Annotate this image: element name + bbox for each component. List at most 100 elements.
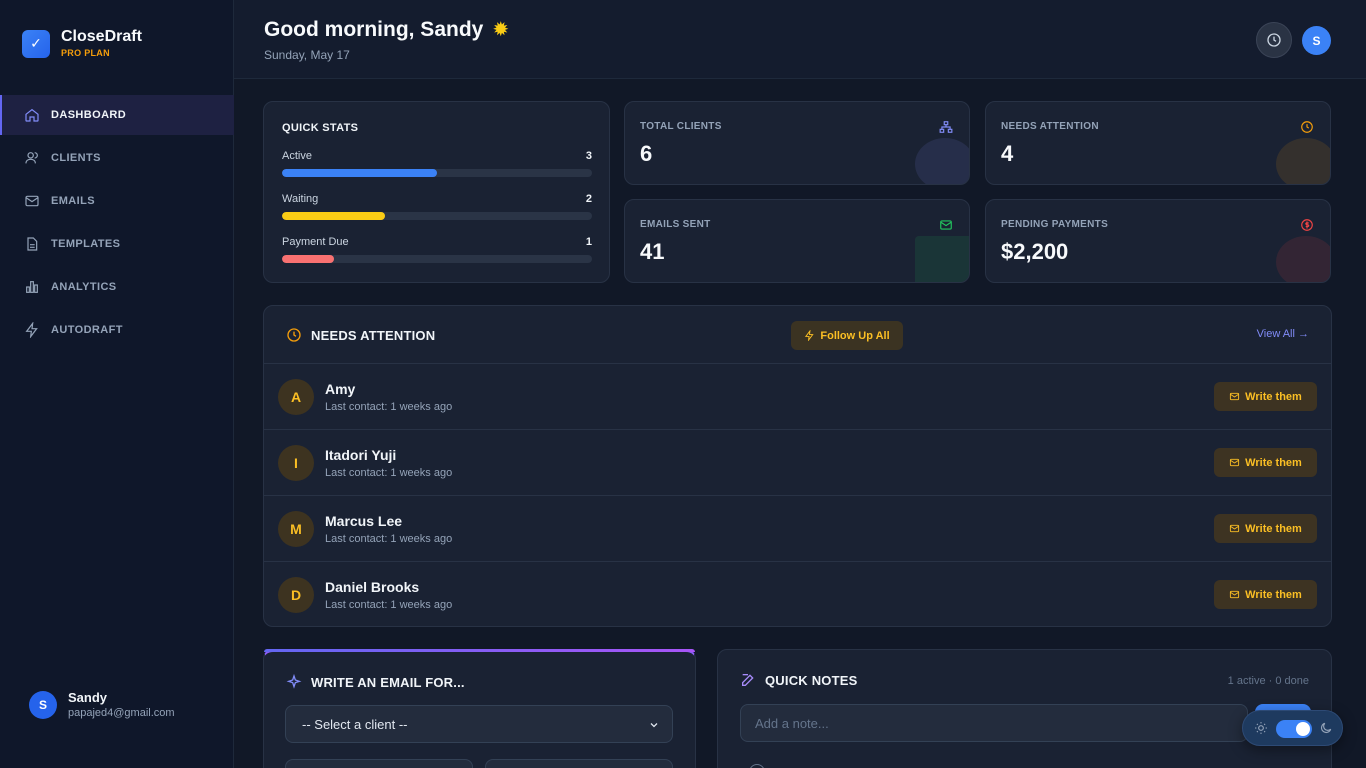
stat-label: NEEDS ATTENTION: [1001, 121, 1099, 132]
progress-bar: [282, 212, 592, 220]
stat-label: Waiting: [282, 193, 319, 205]
user-profile[interactable]: S Sandy papajed4@gmail.com: [29, 690, 175, 719]
needs-attention-card[interactable]: NEEDS ATTENTION 4: [985, 101, 1331, 185]
client-select[interactable]: -- Select a client --: [285, 705, 673, 743]
sidebar-item-templates[interactable]: TEMPLATES: [0, 224, 234, 264]
list-item[interactable]: A Amy Last contact: 1 weeks ago Write th…: [264, 364, 1331, 430]
note-checkbox[interactable]: [749, 764, 765, 768]
user-name: Sandy: [68, 690, 108, 705]
clock-icon: [1300, 120, 1314, 134]
mail-icon: [1230, 590, 1240, 599]
write-them-button[interactable]: Write them: [1214, 514, 1317, 543]
last-contact: Last contact: 1 weeks ago: [325, 401, 453, 413]
mail-icon: [1230, 458, 1240, 467]
panel-title-text: NEEDS ATTENTION: [311, 327, 436, 343]
sidebar-item-analytics[interactable]: ANALYTICS: [0, 267, 234, 307]
mail-icon: [1230, 392, 1240, 401]
stat-label: PENDING PAYMENTS: [1001, 219, 1109, 230]
stat-row-active: Active 3: [282, 150, 592, 177]
header: Good morning, Sandy ✹ Sunday, May 17 S: [234, 0, 1366, 79]
list-item[interactable]: M Marcus Lee Last contact: 1 weeks ago W…: [264, 496, 1331, 562]
sidebar-item-label: ANALYTICS: [51, 281, 117, 293]
decorative-shape: [915, 236, 969, 282]
notes-count: 1 active · 0 done: [1227, 675, 1309, 687]
sidebar-item-label: DASHBOARD: [51, 109, 127, 121]
org-icon: [939, 120, 953, 134]
bar-chart-icon: [23, 278, 41, 296]
brand[interactable]: ✓ CloseDraft PRO PLAN: [22, 29, 142, 58]
sidebar-item-label: CLIENTS: [51, 152, 101, 164]
card-title: WRITE AN EMAIL FOR...: [286, 674, 465, 690]
button-label: Follow Up All: [820, 329, 890, 342]
write-them-button[interactable]: Write them: [1214, 580, 1317, 609]
stat-count: 1: [585, 236, 592, 248]
sidebar-item-label: TEMPLATES: [51, 238, 121, 250]
write-them-button[interactable]: Write them: [1214, 382, 1317, 411]
panel-title: NEEDS ATTENTION: [286, 327, 435, 343]
quick-notes-card: QUICK NOTES 1 active · 0 done Add a note…: [717, 649, 1332, 768]
clock-icon: [287, 328, 301, 342]
decorative-shape: [1276, 138, 1330, 184]
current-date: Sunday, May 17: [264, 48, 350, 62]
note-input[interactable]: Add a note...: [740, 704, 1248, 742]
mail-icon: [939, 218, 953, 232]
client-name: Marcus Lee: [325, 513, 403, 529]
page-title: Good morning, Sandy ✹: [264, 17, 509, 42]
last-contact: Last contact: 1 weeks ago: [325, 467, 453, 479]
button-label: Write them: [1245, 522, 1302, 535]
decorative-shape: [915, 138, 969, 184]
card-title-text: QUICK NOTES: [765, 672, 858, 688]
quick-stats-title: QUICK STATS: [282, 122, 359, 134]
toggle-switch[interactable]: [1276, 720, 1312, 738]
edit-icon: [742, 674, 754, 686]
moon-icon: [1319, 721, 1333, 735]
email-option-field[interactable]: [285, 759, 473, 768]
mail-icon: [1230, 524, 1240, 533]
dollar-icon: [1300, 218, 1314, 232]
sidebar: ✓ CloseDraft PRO PLAN DASHBOARD CLIENTS …: [0, 0, 234, 768]
email-option-field[interactable]: [485, 759, 673, 768]
sun-icon: ✹: [492, 19, 510, 41]
total-clients-card[interactable]: TOTAL CLIENTS 6: [624, 101, 970, 185]
button-label: Write them: [1245, 390, 1302, 403]
card-title: QUICK NOTES: [740, 672, 857, 688]
avatar: A: [278, 379, 314, 415]
home-icon: [23, 106, 41, 124]
users-icon: [23, 149, 41, 167]
button-label: Write them: [1245, 456, 1302, 469]
sidebar-item-clients[interactable]: CLIENTS: [0, 138, 234, 178]
toggle-knob: [1296, 722, 1310, 736]
pending-payments-card[interactable]: PENDING PAYMENTS $2,200: [985, 199, 1331, 283]
last-contact: Last contact: 1 weeks ago: [325, 599, 453, 611]
sidebar-item-dashboard[interactable]: DASHBOARD: [0, 95, 234, 135]
stat-row-waiting: Waiting 2: [282, 193, 592, 220]
brand-name: CloseDraft: [61, 28, 142, 45]
stat-value: 6: [640, 141, 653, 166]
list-item[interactable]: D Daniel Brooks Last contact: 1 weeks ag…: [264, 562, 1331, 628]
lightning-icon: [805, 330, 814, 341]
sparkle-icon: [286, 674, 302, 689]
stat-row-payment-due: Payment Due 1: [282, 236, 592, 263]
list-item[interactable]: I Itadori Yuji Last contact: 1 weeks ago…: [264, 430, 1331, 496]
theme-toggle[interactable]: [1242, 710, 1343, 746]
card-title-text: WRITE AN EMAIL FOR...: [311, 674, 465, 690]
sidebar-item-label: EMAILS: [51, 195, 95, 207]
view-all-link[interactable]: View All →: [1256, 328, 1309, 340]
select-value: -- Select a client --: [302, 716, 408, 732]
sidebar-item-emails[interactable]: EMAILS: [0, 181, 234, 221]
emails-sent-card[interactable]: EMAILS SENT 41: [624, 199, 970, 283]
quick-stats-card: QUICK STATS Active 3 Waiting 2 Payment D…: [263, 101, 610, 283]
avatar: S: [29, 690, 57, 719]
write-them-button[interactable]: Write them: [1214, 448, 1317, 477]
write-email-card: WRITE AN EMAIL FOR... -- Select a client…: [263, 649, 696, 768]
clock-icon: [1267, 33, 1281, 47]
stat-value: $2,200: [1001, 239, 1069, 264]
stat-label: Payment Due: [282, 236, 349, 248]
history-button[interactable]: [1256, 22, 1292, 58]
avatar[interactable]: S: [1302, 26, 1331, 55]
sidebar-item-autodraft[interactable]: AUTODRAFT: [0, 310, 234, 350]
check-logo-icon: ✓: [22, 29, 50, 58]
client-name: Amy: [325, 381, 356, 397]
follow-up-all-button[interactable]: Follow Up All: [791, 321, 903, 350]
sidebar-item-label: AUTODRAFT: [51, 324, 123, 336]
